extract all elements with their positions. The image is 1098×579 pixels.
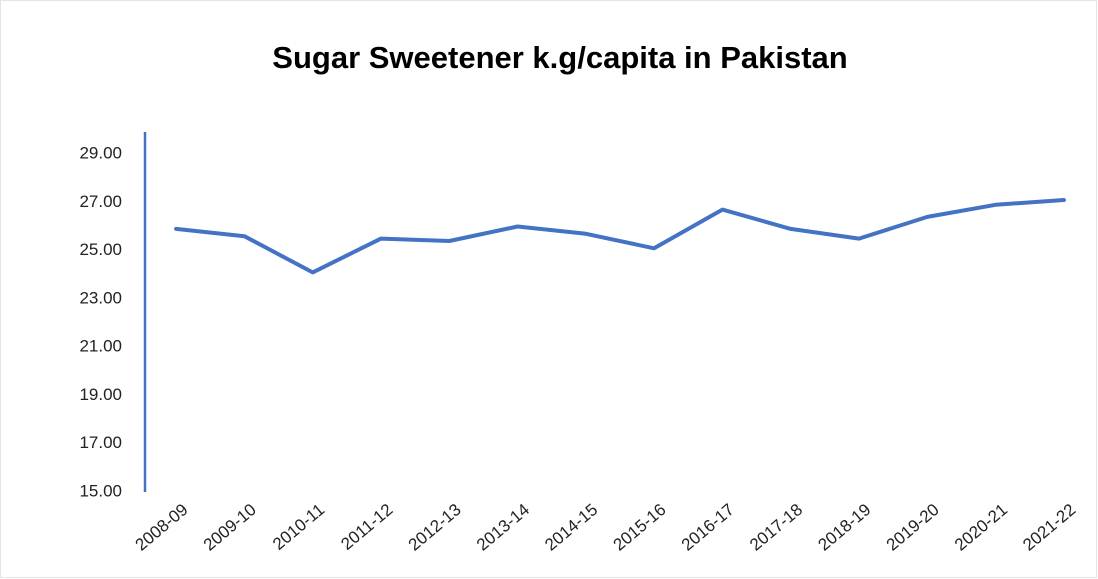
y-tick-label: 21.00 bbox=[79, 337, 122, 356]
y-tick-label: 29.00 bbox=[79, 144, 122, 163]
y-tick-label: 19.00 bbox=[79, 385, 122, 404]
y-tick-label: 23.00 bbox=[79, 288, 122, 307]
y-tick-label: 25.00 bbox=[79, 240, 122, 259]
y-tick-label: 15.00 bbox=[79, 481, 122, 500]
chart-title: Sugar Sweetener k.g/capita in Pakistan bbox=[272, 40, 847, 75]
y-tick-label: 27.00 bbox=[79, 192, 122, 211]
y-tick-label: 17.00 bbox=[79, 433, 122, 452]
line bbox=[174, 198, 1066, 275]
